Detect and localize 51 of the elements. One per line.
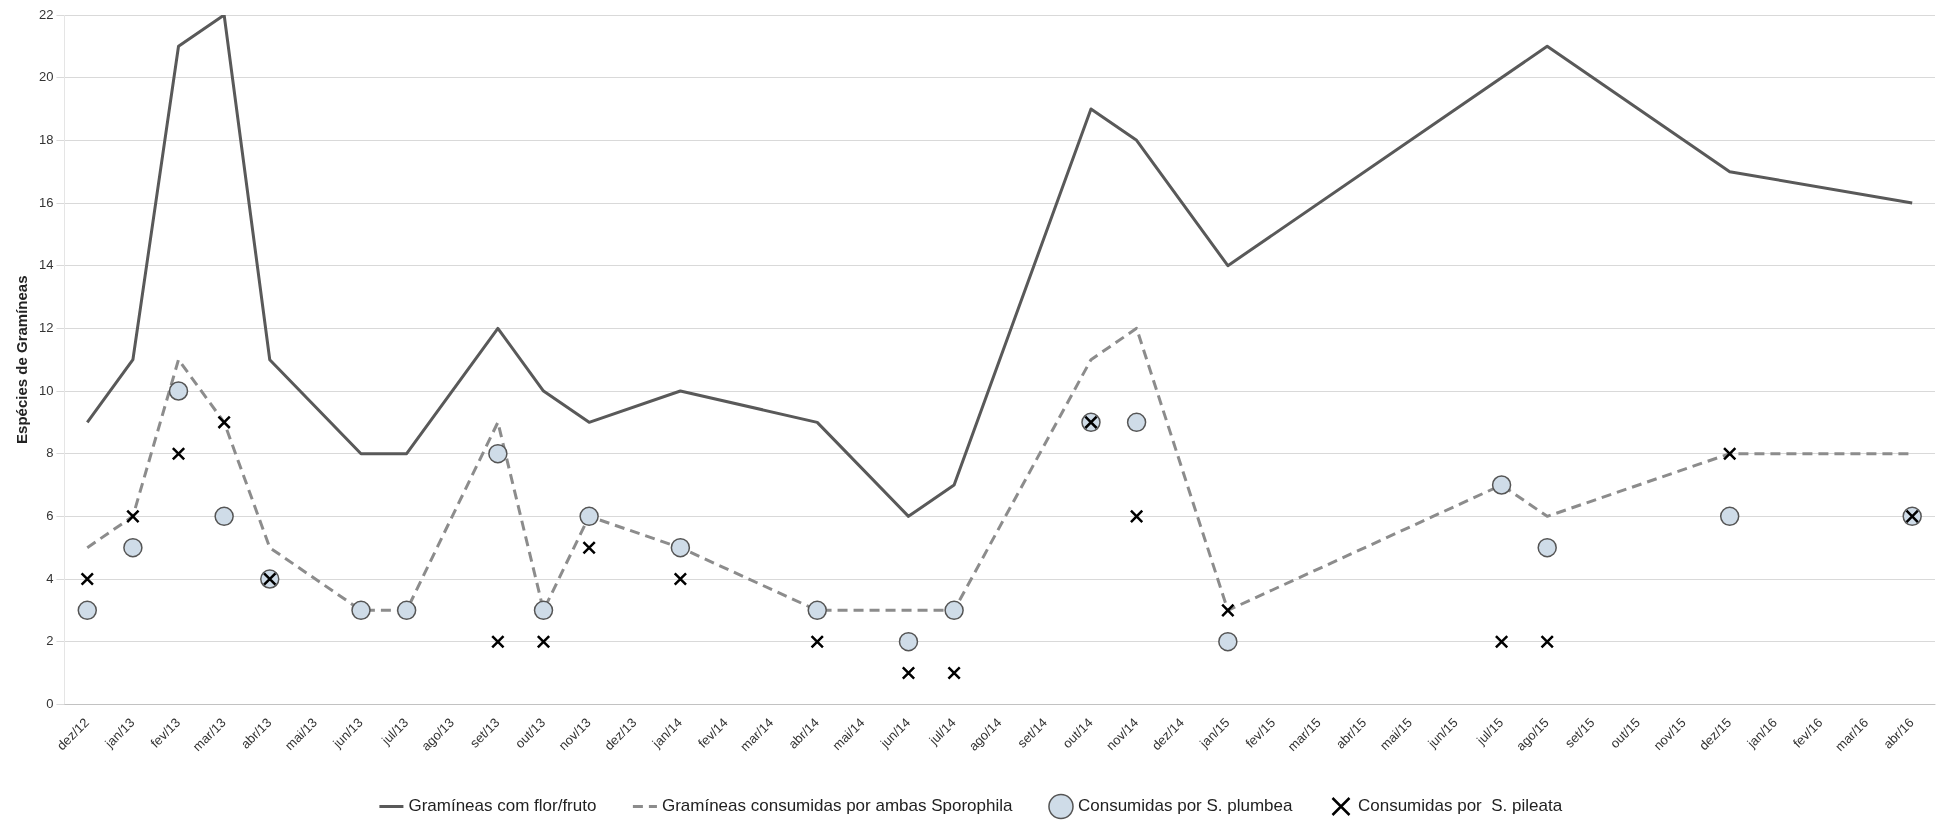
point: [673, 572, 688, 586]
point: [1218, 631, 1238, 652]
y-tick-label: 6: [46, 507, 54, 523]
point: [217, 415, 232, 430]
point: [125, 509, 140, 524]
point: [810, 634, 825, 649]
y-tick-label: 0: [46, 695, 54, 711]
point: [351, 600, 371, 621]
point: [1220, 603, 1235, 618]
point: [807, 600, 827, 621]
point: [1491, 475, 1512, 495]
point: [944, 600, 964, 621]
point: [1129, 509, 1144, 524]
y-tick-label: 8: [46, 445, 54, 461]
point: [1540, 634, 1555, 649]
point: [579, 506, 599, 527]
point: [488, 443, 508, 464]
point: [1719, 506, 1740, 527]
point: [1126, 412, 1147, 433]
legend-label: Gramíneas consumidas por ambas Sporophila: [661, 796, 1014, 816]
y-axis-title: Espécies de Gramíneas: [13, 275, 31, 444]
y-tick-label: 22: [38, 6, 54, 22]
point: [214, 506, 234, 527]
point: [533, 600, 554, 621]
point: [168, 381, 189, 401]
point: [80, 572, 95, 586]
legend-label: Consumidas por S. pileata: [1357, 796, 1563, 816]
y-tick-label: 20: [38, 69, 54, 85]
point: [77, 600, 98, 621]
y-tick-label: 12: [38, 319, 54, 335]
y-tick-label: 18: [38, 131, 54, 147]
point: [901, 666, 916, 680]
y-tick-label: 16: [38, 194, 54, 210]
point: [582, 540, 597, 555]
point: [898, 631, 919, 652]
point: [396, 600, 417, 621]
point: [123, 537, 143, 558]
point: [171, 446, 186, 461]
point: [1537, 537, 1557, 558]
point: [536, 634, 551, 649]
point: [670, 537, 691, 558]
y-tick-label: 14: [38, 257, 54, 273]
legend-label: Consumidas por S. plumbea: [1077, 796, 1294, 816]
point: [947, 666, 962, 680]
point: [1494, 634, 1509, 649]
point: [1722, 446, 1737, 461]
y-tick-label: 2: [46, 633, 54, 649]
point: [490, 634, 505, 649]
y-tick-label: 10: [38, 382, 54, 398]
y-tick-label: 4: [46, 570, 54, 586]
legend-label: Gramíneas com flor/fruto: [408, 796, 597, 816]
